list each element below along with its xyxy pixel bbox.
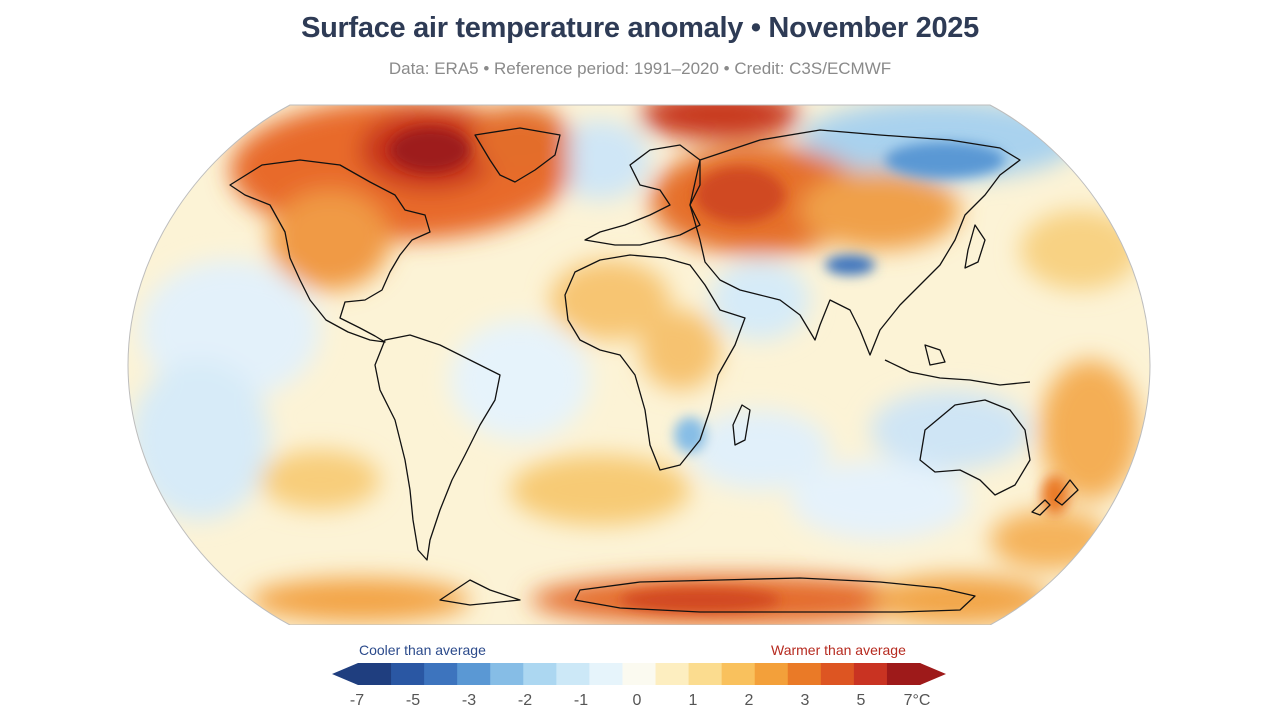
- legend-warm-label: Warmer than average: [771, 642, 906, 658]
- map-subtitle: Data: ERA5 • Reference period: 1991–2020…: [388, 59, 892, 78]
- scale-tick-label: 1: [688, 692, 698, 709]
- scale-swatch: [787, 663, 822, 685]
- anomaly-blobs-detail: [390, 128, 1069, 612]
- scale-tick-label: 7°C: [903, 692, 931, 709]
- legend-cool-label: Cooler than average: [359, 642, 486, 658]
- scale-swatch: [358, 663, 392, 685]
- scale-swatch: [853, 663, 888, 685]
- scale-swatch: [556, 663, 590, 685]
- scale-swatch: [589, 663, 623, 685]
- scale-tick-label: -1: [573, 692, 589, 709]
- globe-outline: [127, 104, 1151, 625]
- scale-swatch: [688, 663, 723, 685]
- scale-swatch: [622, 663, 657, 685]
- scale-swatch: [424, 663, 458, 685]
- scale-tick-label: -2: [517, 692, 533, 709]
- scale-swatch: [457, 663, 491, 685]
- map-title: Surface air temperature anomaly • Novemb…: [301, 12, 979, 44]
- scale-tick-label: 5: [856, 692, 866, 709]
- scale-swatch: [820, 663, 855, 685]
- scale-swatch: [523, 663, 557, 685]
- scale-swatch: [721, 663, 756, 685]
- scale-tick-label: 2: [744, 692, 754, 709]
- anomaly-blobs-broad: [130, 105, 1140, 625]
- scale-swatch: [886, 663, 921, 685]
- scale-arrow-low: [332, 663, 358, 685]
- scale-tick-label: 0: [632, 692, 642, 709]
- scale-arrow-high: [920, 663, 946, 685]
- scale-swatch: [754, 663, 789, 685]
- scale-tick-label: 3: [800, 692, 810, 709]
- scale-swatch: [490, 663, 524, 685]
- color-scale-bar: [332, 663, 946, 685]
- scale-tick-label: -5: [405, 692, 421, 709]
- scale-tick-label: -3: [461, 692, 477, 709]
- coastlines: [229, 127, 1079, 613]
- world-anomaly-map: [127, 104, 1151, 625]
- anomaly-field: [128, 105, 1150, 625]
- scale-swatch: [655, 663, 690, 685]
- scale-tick-label: -7: [349, 692, 365, 709]
- scale-swatch: [391, 663, 425, 685]
